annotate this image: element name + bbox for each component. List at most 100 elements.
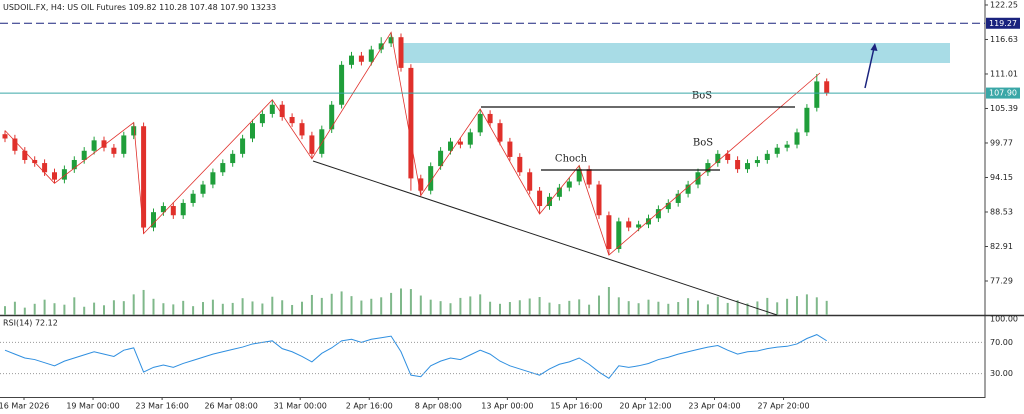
symbol: USDOIL.FX, H4:	[3, 3, 65, 12]
x-tick-label: 26 Mar 08:00	[204, 402, 257, 411]
candle-body	[675, 193, 681, 203]
candle-body	[665, 202, 671, 210]
candle-body	[745, 163, 750, 170]
candle-body	[408, 67, 414, 179]
candle-body	[309, 135, 315, 154]
x-tick-label: 23 Mar 16:00	[135, 402, 188, 411]
annotation: Choch	[555, 154, 588, 165]
candle-body	[398, 37, 404, 68]
candle-body	[61, 169, 67, 180]
rsi-title: RSI(14) 72.12	[3, 319, 58, 328]
annotation: BoS	[693, 138, 713, 149]
candle-body	[467, 132, 473, 145]
candle-body	[141, 126, 147, 228]
candle-body	[576, 169, 582, 182]
y-tick-label: 30.00	[990, 369, 1013, 378]
supply-zone	[400, 43, 950, 63]
candle-body	[240, 138, 246, 154]
level-label: 107.90	[989, 89, 1017, 98]
y-tick-label: 82.91	[990, 242, 1013, 251]
candle-body	[200, 184, 206, 194]
candle-body	[101, 140, 107, 148]
y-tick-label: 77.29	[990, 276, 1013, 285]
candle-body	[378, 43, 384, 50]
y-tick-label: 116.63	[990, 35, 1018, 44]
candle-body	[131, 126, 137, 136]
candle-body	[517, 156, 523, 173]
rsi-line	[4, 334, 827, 379]
candle-body	[586, 169, 592, 185]
candle-body	[794, 132, 800, 145]
candle-body	[71, 159, 77, 170]
candle-body	[507, 141, 513, 157]
x-tick-label: 23 Apr 04:00	[688, 402, 740, 411]
candle-body	[497, 123, 503, 142]
candle-body	[428, 166, 434, 191]
drawings	[4, 31, 878, 316]
x-tick-label: 19 Mar 00:00	[66, 402, 119, 411]
annotation: BoS	[692, 91, 712, 102]
y-tick-label: 99.77	[990, 138, 1013, 147]
x-tick-label: 2 Apr 16:00	[346, 402, 393, 411]
candle-body	[774, 147, 780, 154]
candle-body	[160, 206, 166, 213]
candle-body	[715, 153, 721, 164]
candle-body	[22, 150, 28, 160]
candle-body	[269, 104, 275, 114]
x-tick-label: 27 Apr 20:00	[757, 402, 809, 411]
y-tick-label: 100.00	[990, 315, 1018, 324]
candle-body	[705, 163, 711, 173]
candle-body	[477, 113, 483, 133]
candle-body	[368, 49, 374, 62]
candle-body	[754, 159, 760, 164]
quote: 109.82 110.28 107.48 107.90	[129, 3, 249, 12]
candle-body	[349, 55, 354, 65]
candle-body	[814, 81, 820, 108]
candle-body	[487, 113, 493, 124]
candle-body	[339, 64, 345, 105]
level-label-box	[986, 17, 1020, 29]
candle-body	[170, 206, 176, 216]
chart-header: USDOIL.FX, H4: US OIL Futures 109.82 110…	[3, 3, 276, 12]
candle-body	[388, 37, 394, 44]
candle-body	[279, 104, 285, 118]
y-tick-label: 94.15	[990, 173, 1013, 182]
candle-body	[32, 159, 38, 164]
x-tick-label: 8 Apr 08:00	[415, 402, 462, 411]
candle-body	[250, 123, 255, 139]
candle-body	[527, 172, 533, 191]
candle-body	[91, 140, 97, 151]
candle-body	[457, 141, 463, 145]
candle-body	[725, 153, 731, 160]
candle-body	[180, 202, 186, 216]
y-tick-label: 105.39	[990, 104, 1018, 113]
candle-body	[230, 153, 236, 164]
candle-body	[438, 150, 444, 167]
candle-body	[566, 181, 572, 188]
arrow	[864, 47, 875, 89]
y-tick-label: 88.53	[990, 207, 1013, 216]
candle-body	[289, 117, 295, 124]
trend-line	[312, 160, 778, 316]
y-tick-label: 122.25	[990, 0, 1018, 9]
candle-body	[12, 138, 18, 151]
x-tick-label: 13 Apr 00:00	[481, 402, 533, 411]
candle-body	[2, 134, 8, 139]
candle-body	[626, 221, 632, 228]
candle-body	[655, 209, 661, 219]
candle-body	[556, 187, 562, 197]
candle-body	[418, 178, 424, 191]
candle-body	[329, 104, 335, 130]
candle-body	[735, 159, 741, 170]
candle-body	[151, 212, 156, 228]
candle-body	[606, 215, 612, 250]
zigzag	[4, 31, 821, 256]
x-tick-label: 20 Apr 12:00	[619, 402, 671, 411]
candle-body	[111, 147, 117, 154]
description: US OIL Futures	[67, 3, 126, 12]
candle-body	[358, 55, 364, 62]
y-tick-label: 70.00	[990, 338, 1013, 347]
x-tick-label: 31 Mar 00:00	[273, 402, 326, 411]
